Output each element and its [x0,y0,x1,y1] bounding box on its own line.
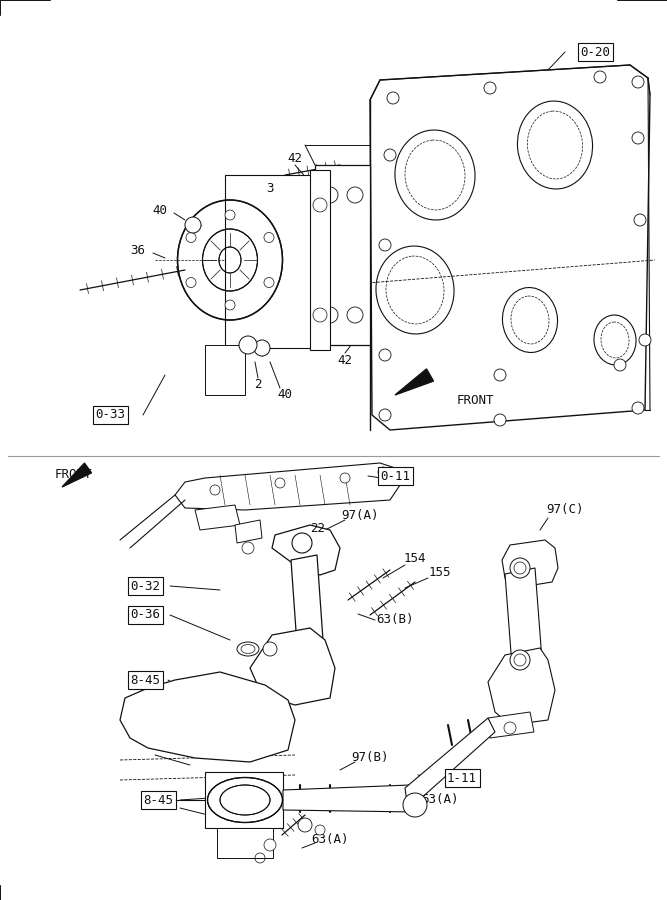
Polygon shape [272,525,340,575]
Text: 22: 22 [311,521,325,535]
Circle shape [494,414,506,426]
Circle shape [313,308,327,322]
Polygon shape [315,165,370,345]
Circle shape [298,818,312,832]
Circle shape [264,232,274,242]
Circle shape [510,650,530,670]
Text: 0-32: 0-32 [130,580,160,592]
Circle shape [315,825,325,835]
Circle shape [322,307,338,323]
Text: 3: 3 [266,182,273,194]
Polygon shape [217,828,273,858]
Text: 0-20: 0-20 [580,46,610,58]
Text: FRONT: FRONT [55,469,93,482]
Text: 36: 36 [131,244,145,256]
Text: 63(A): 63(A) [311,833,349,847]
Circle shape [378,467,388,477]
Text: 97(C): 97(C) [546,503,584,517]
Circle shape [254,340,270,356]
Circle shape [225,300,235,310]
Text: 0-11: 0-11 [380,470,410,482]
Circle shape [514,654,526,666]
Polygon shape [62,464,91,487]
Circle shape [614,359,626,371]
Circle shape [510,558,530,578]
Circle shape [347,307,363,323]
Text: 97(A): 97(A) [342,508,379,521]
Circle shape [403,793,427,817]
Polygon shape [120,672,295,762]
Text: 0-36: 0-36 [130,608,160,622]
Polygon shape [250,628,335,705]
Text: 40: 40 [153,203,167,217]
Circle shape [379,239,391,251]
Text: 8-45: 8-45 [130,673,160,687]
Circle shape [239,336,257,354]
Text: 40: 40 [277,389,293,401]
Text: 42: 42 [287,151,303,165]
Circle shape [484,82,496,94]
Circle shape [347,187,363,203]
Circle shape [494,369,506,381]
Circle shape [514,562,526,574]
Text: 155: 155 [429,565,452,579]
Circle shape [313,198,327,212]
Circle shape [225,210,235,220]
Polygon shape [502,540,558,588]
Text: 97(B): 97(B) [352,752,389,764]
Polygon shape [310,170,330,350]
Polygon shape [205,772,283,828]
Text: 42: 42 [338,354,352,366]
Text: 1-11: 1-11 [447,771,477,785]
Polygon shape [505,568,542,666]
Text: 8-45: 8-45 [143,794,173,806]
Polygon shape [488,648,555,725]
Polygon shape [205,345,245,395]
Polygon shape [235,520,262,543]
Circle shape [186,232,196,242]
Circle shape [185,217,201,233]
Circle shape [594,71,606,83]
Circle shape [632,132,644,144]
Circle shape [504,722,516,734]
Circle shape [263,642,277,656]
Text: 154: 154 [404,552,426,564]
Circle shape [210,485,220,495]
Text: 0-33: 0-33 [95,409,125,421]
Circle shape [242,542,254,554]
Circle shape [186,277,196,287]
Circle shape [264,277,274,287]
Circle shape [639,334,651,346]
Circle shape [379,409,391,421]
Polygon shape [283,785,415,812]
Circle shape [275,478,285,488]
Polygon shape [291,555,323,645]
Polygon shape [370,65,650,430]
Polygon shape [395,369,434,395]
Circle shape [384,149,396,161]
Circle shape [632,402,644,414]
Polygon shape [195,505,240,530]
Circle shape [264,839,276,851]
Circle shape [387,92,399,104]
Polygon shape [175,463,400,510]
Polygon shape [225,175,315,348]
Text: FRONT: FRONT [456,393,494,407]
Circle shape [632,76,644,88]
Circle shape [322,187,338,203]
Text: 63(A): 63(A) [422,794,459,806]
Polygon shape [405,718,495,810]
Text: 2: 2 [254,379,261,392]
Polygon shape [488,712,534,738]
Circle shape [634,214,646,226]
Circle shape [379,349,391,361]
Text: 63(B): 63(B) [376,614,414,626]
Circle shape [340,473,350,483]
